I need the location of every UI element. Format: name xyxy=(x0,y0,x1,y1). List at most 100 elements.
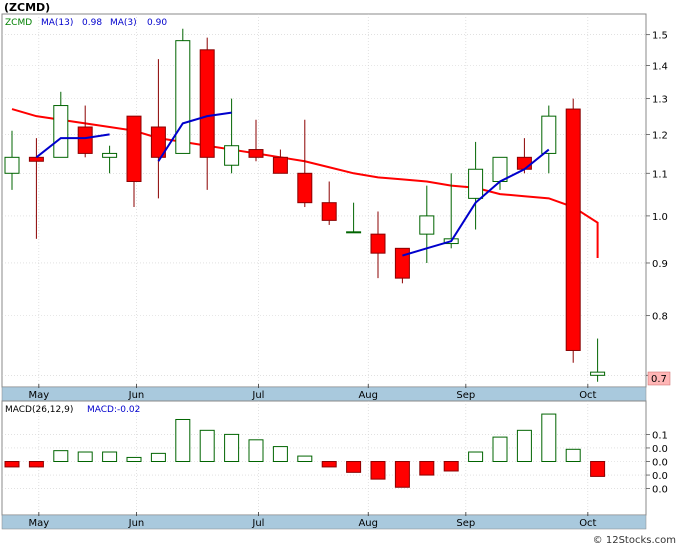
legend-ma3-value: 0.90 xyxy=(147,18,167,28)
price-grid xyxy=(2,14,646,387)
candle-body xyxy=(224,145,240,166)
last-price-box xyxy=(647,371,671,386)
price-y-axis: 1.5 1.4 1.3 1.2 1.1 1.0 0.9 0.8 xyxy=(646,31,668,376)
month-label: Oct xyxy=(579,518,596,529)
candle xyxy=(53,91,69,158)
legend-ma13-value: 0.98 xyxy=(82,18,102,28)
macd-bar xyxy=(77,451,93,462)
macd-bar xyxy=(321,461,337,468)
candle-body xyxy=(272,156,288,174)
macd-bar xyxy=(199,429,215,463)
candle-body xyxy=(590,371,606,376)
macd-bar xyxy=(419,461,435,476)
macd-tick-label: 0.0 xyxy=(652,458,668,469)
candle-body xyxy=(321,202,337,221)
candle xyxy=(272,149,288,174)
copyright-footer: © 12Stocks.com xyxy=(593,535,676,546)
candle xyxy=(175,28,191,154)
month-label: Aug xyxy=(358,390,378,401)
macd-y-axis: 0.1 0.0 0.0 0.0 0.0 xyxy=(646,430,668,496)
candle-body xyxy=(126,115,142,182)
candles xyxy=(4,28,606,382)
month-label: Jun xyxy=(128,390,145,401)
month-label: Jun xyxy=(128,518,145,529)
candle xyxy=(126,115,142,208)
candle xyxy=(541,105,557,174)
month-label: May xyxy=(28,518,49,529)
candle xyxy=(150,59,166,199)
macd-bar xyxy=(175,418,191,463)
macd-bar xyxy=(53,450,69,463)
month-label: Sep xyxy=(456,390,475,401)
candle-body xyxy=(516,156,532,170)
month-label: Jul xyxy=(251,390,264,401)
macd-bar xyxy=(28,461,44,468)
candle-body xyxy=(394,247,410,279)
macd-bar xyxy=(394,461,410,488)
macd-tick-label: 0.0 xyxy=(652,444,668,455)
macd-legend-label: MACD(26,12,9) xyxy=(5,405,73,415)
macd-tick-label: 0.0 xyxy=(652,471,668,482)
macd-bar xyxy=(272,446,288,462)
last-price-label: 0.7 xyxy=(651,374,667,385)
macd-tick-label: 0.1 xyxy=(652,430,668,441)
macd-bar xyxy=(297,455,313,463)
candle xyxy=(419,185,435,263)
ma3-line xyxy=(35,133,110,159)
candle-body xyxy=(297,172,313,204)
macd-bar xyxy=(224,433,240,463)
macd-bar xyxy=(150,452,166,462)
macd-bar xyxy=(102,451,118,462)
month-labels-top: May Jun Jul Aug Sep Oct xyxy=(28,384,597,401)
candle xyxy=(199,37,215,190)
macd-bar xyxy=(541,413,557,463)
macd-bar xyxy=(370,461,386,480)
macd-bar xyxy=(516,429,532,463)
price-panel xyxy=(1,13,647,388)
candle-body xyxy=(4,156,20,174)
ma3-line xyxy=(157,111,232,162)
candle xyxy=(224,98,240,174)
macd-bar xyxy=(4,461,20,468)
macd-legend-value: MACD:-0.02 xyxy=(87,405,140,415)
candle xyxy=(297,119,313,208)
candle-body xyxy=(28,156,44,162)
ticker-title: (ZCMD) xyxy=(4,1,50,14)
candle xyxy=(394,247,410,284)
candle-body xyxy=(370,233,386,254)
price-tick-label: 0.9 xyxy=(652,259,668,270)
price-tick-label: 1.3 xyxy=(652,95,668,106)
ma13-line xyxy=(11,108,599,259)
month-label: Sep xyxy=(456,518,475,529)
macd-bar xyxy=(443,461,459,472)
candle xyxy=(468,141,484,230)
legend-ma3-label: MA(3) xyxy=(110,18,137,28)
macd-bars xyxy=(4,413,606,488)
candle xyxy=(370,211,386,279)
candle-body xyxy=(565,108,581,351)
price-tick-label: 1.4 xyxy=(652,61,668,72)
candle xyxy=(248,119,264,162)
macd-bar xyxy=(565,448,581,463)
candle-body xyxy=(102,152,118,158)
macd-bar xyxy=(468,451,484,462)
macd-bar xyxy=(590,461,606,477)
month-axis-strip-bottom xyxy=(1,514,647,530)
price-tick-label: 1.2 xyxy=(652,130,668,141)
legend-symbol: ZCMD xyxy=(5,18,32,28)
price-tick-label: 1.5 xyxy=(652,31,668,42)
candle xyxy=(590,338,606,382)
month-label: Oct xyxy=(579,390,596,401)
candle-body xyxy=(150,126,166,158)
ma13-line-layer xyxy=(11,108,599,259)
candle-body xyxy=(346,231,362,234)
candle xyxy=(4,130,20,190)
price-tick-label: 1.0 xyxy=(652,212,668,223)
candle-body xyxy=(419,215,435,235)
candle-body xyxy=(492,156,508,182)
candle-body xyxy=(248,149,264,158)
candle-body xyxy=(77,126,93,154)
candle-body xyxy=(175,40,191,154)
